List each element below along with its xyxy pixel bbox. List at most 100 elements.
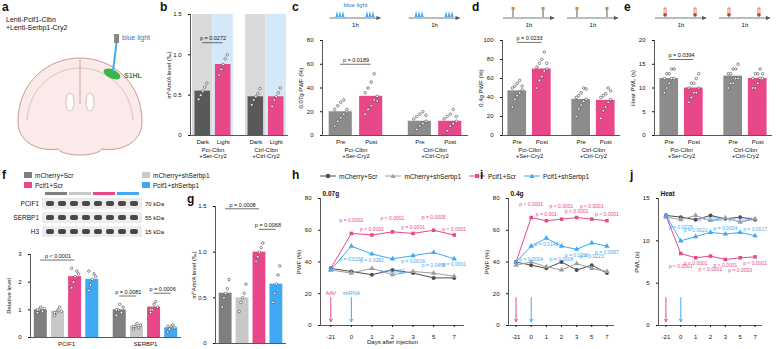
svg-text:p < 0.0001: p < 0.0001 xyxy=(45,253,71,259)
svg-text:shRNA: shRNA xyxy=(343,290,361,296)
svg-text:60: 60 xyxy=(307,61,314,67)
svg-text:1h: 1h xyxy=(678,22,685,28)
svg-text:80: 80 xyxy=(487,56,494,62)
svg-text:S1HL: S1HL xyxy=(124,72,143,79)
svg-text:80: 80 xyxy=(493,195,500,201)
svg-text:Lenti-Pcif1-Cibn+Lenti-Serbp1-: Lenti-Pcif1-Cibn+Lenti-Serbp1-Cry2 xyxy=(6,16,67,32)
svg-text:Pci-Cibn+Ser-Cry2: Pci-Cibn+Ser-Cry2 xyxy=(516,147,544,159)
svg-text:0: 0 xyxy=(308,322,312,328)
svg-text:p < 0.0001: p < 0.0001 xyxy=(699,266,723,272)
svg-text:100: 100 xyxy=(483,37,494,43)
svg-text:p = 0.0144: p = 0.0144 xyxy=(728,216,752,222)
svg-text:60: 60 xyxy=(493,227,500,233)
svg-text:20: 20 xyxy=(305,291,312,297)
svg-text:10: 10 xyxy=(639,85,646,91)
svg-text:p = 0.0237: p = 0.0237 xyxy=(339,256,363,262)
svg-text:Ctrl-Cibn+Ctrl-Cry2: Ctrl-Cibn+Ctrl-Cry2 xyxy=(732,147,760,159)
svg-text:40: 40 xyxy=(493,259,500,265)
svg-text:5: 5 xyxy=(646,280,650,286)
svg-text:p = 0.001: p = 0.001 xyxy=(536,211,557,217)
svg-text:PCIF1: PCIF1 xyxy=(21,200,40,207)
svg-text:p < 0.0001: p < 0.0001 xyxy=(580,203,604,209)
svg-text:p = 0.0272: p = 0.0272 xyxy=(200,35,226,41)
svg-text:H3: H3 xyxy=(31,228,40,235)
svg-text:Light: Light xyxy=(217,139,230,145)
svg-text:m⁶Am/A level (‰): m⁶Am/A level (‰) xyxy=(191,251,197,298)
svg-text:0: 0 xyxy=(646,322,650,328)
svg-text:Pre: Pre xyxy=(728,139,738,145)
svg-text:1: 1 xyxy=(694,334,698,340)
svg-text:0: 0 xyxy=(178,132,182,138)
svg-text:0: 0 xyxy=(18,334,22,340)
svg-text:80: 80 xyxy=(307,37,314,43)
svg-text:SERBP1: SERBP1 xyxy=(13,214,39,221)
svg-text:p = 0.0002: p = 0.0002 xyxy=(339,217,363,223)
svg-text:0.4g PWF (%): 0.4g PWF (%) xyxy=(478,69,484,107)
svg-text:blue light: blue light xyxy=(343,2,367,8)
svg-text:0.07g: 0.07g xyxy=(323,190,340,198)
svg-text:0.4g: 0.4g xyxy=(511,190,524,198)
svg-text:80: 80 xyxy=(305,195,312,201)
svg-text:20: 20 xyxy=(493,291,500,297)
svg-text:Post: Post xyxy=(536,139,548,145)
svg-text:p < 0.0001: p < 0.0001 xyxy=(743,260,767,266)
svg-text:0: 0 xyxy=(530,334,534,340)
svg-text:0: 0 xyxy=(490,132,494,138)
svg-text:-21: -21 xyxy=(662,334,671,340)
svg-text:p = 0.0006: p = 0.0006 xyxy=(150,286,176,292)
svg-text:0.5: 0.5 xyxy=(173,92,182,98)
svg-text:1h: 1h xyxy=(590,22,597,28)
svg-text:p = 0.0003: p = 0.0003 xyxy=(728,267,752,273)
svg-text:Heat: Heat xyxy=(661,190,676,197)
svg-text:-21: -21 xyxy=(326,334,335,340)
svg-text:1: 1 xyxy=(18,307,22,313)
svg-text:p = 0.0068: p = 0.0068 xyxy=(255,222,281,228)
svg-text:1h: 1h xyxy=(742,22,749,28)
svg-text:0: 0 xyxy=(350,334,354,340)
svg-text:Dark: Dark xyxy=(249,139,263,145)
svg-text:m⁶Am/A level (‰): m⁶Am/A level (‰) xyxy=(166,51,172,98)
svg-text:Light: Light xyxy=(270,139,283,145)
svg-text:p < 0.0001: p < 0.0001 xyxy=(595,211,619,217)
svg-text:AAV: AAV xyxy=(325,290,336,296)
svg-text:p = 0.0017: p = 0.0017 xyxy=(743,226,767,232)
svg-text:p = 0.0149: p = 0.0149 xyxy=(534,241,558,247)
svg-text:20: 20 xyxy=(639,37,646,43)
svg-text:p = 0.0024: p = 0.0024 xyxy=(713,225,737,231)
svg-text:1h: 1h xyxy=(352,22,359,28)
svg-text:p = 0.0189: p = 0.0189 xyxy=(343,57,369,63)
svg-text:1.5: 1.5 xyxy=(173,11,182,17)
svg-text:PCIF1: PCIF1 xyxy=(58,341,76,347)
svg-text:15: 15 xyxy=(643,195,650,201)
svg-text:5: 5 xyxy=(642,109,646,115)
svg-text:Post: Post xyxy=(752,139,764,145)
svg-text:Heat PWL (s): Heat PWL (s) xyxy=(630,70,636,106)
svg-text:5: 5 xyxy=(739,334,743,340)
svg-text:Pci-Cibn+Ser-Cry2: Pci-Cibn+Ser-Cry2 xyxy=(342,147,370,159)
svg-text:-21: -21 xyxy=(512,334,521,340)
svg-text:70 kDa: 70 kDa xyxy=(145,201,165,207)
svg-text:2: 2 xyxy=(18,279,22,285)
svg-text:3: 3 xyxy=(18,251,22,257)
svg-text:1h: 1h xyxy=(431,22,438,28)
svg-text:p = 0.0233: p = 0.0233 xyxy=(516,35,542,41)
svg-text:0: 0 xyxy=(203,340,207,346)
svg-text:1.5: 1.5 xyxy=(198,203,207,209)
svg-text:40: 40 xyxy=(307,85,314,91)
svg-text:p = 0.0008: p = 0.0008 xyxy=(229,202,255,208)
svg-text:blue light: blue light xyxy=(122,34,150,42)
svg-text:p = 0.0223: p = 0.0223 xyxy=(580,253,604,259)
svg-text:2: 2 xyxy=(709,334,713,340)
svg-text:Relative level: Relative level xyxy=(6,278,12,314)
svg-text:Pci-Cibn+Ser-Cry2: Pci-Cibn+Ser-Cry2 xyxy=(199,147,227,159)
svg-text:3: 3 xyxy=(724,334,728,340)
svg-text:PWF (%): PWF (%) xyxy=(484,250,490,274)
svg-text:SERBP1: SERBP1 xyxy=(134,341,158,347)
svg-text:7: 7 xyxy=(753,334,757,340)
svg-text:Ctrl-Cibn+Ctrl-Cry2: Ctrl-Cibn+Ctrl-Cry2 xyxy=(580,147,608,159)
svg-text:0.5: 0.5 xyxy=(198,295,207,301)
svg-text:0: 0 xyxy=(642,132,646,138)
svg-text:0: 0 xyxy=(679,334,683,340)
svg-text:20: 20 xyxy=(487,113,494,119)
svg-text:1: 1 xyxy=(545,334,549,340)
